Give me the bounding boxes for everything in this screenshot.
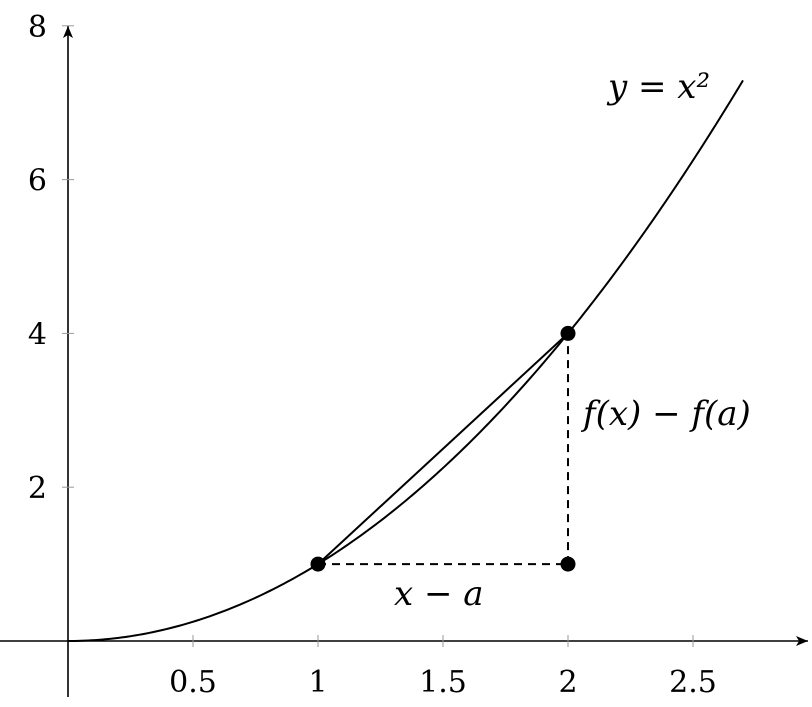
y-tick-label: 6 (28, 164, 47, 199)
curve-label: y = x² (606, 67, 710, 107)
x-tick-label: 2.5 (669, 665, 717, 700)
x-tick-label: 0.5 (169, 665, 217, 700)
y-tick-label: 8 (28, 10, 47, 45)
y-axis-arrow (63, 26, 73, 38)
plot-area (67, 79, 744, 642)
ticks (62, 25, 694, 647)
data-point (310, 556, 326, 572)
x-tick-label: 1 (308, 665, 327, 700)
tick-labels: 0.5 1 1.5 2 2.5 2 4 6 8 (28, 10, 717, 700)
y-tick-label: 4 (28, 317, 47, 352)
axes (0, 26, 808, 697)
curve-line (67, 79, 744, 642)
x-axis-arrow (796, 636, 808, 646)
secant-line (317, 332, 569, 565)
vertical-difference-label: f(x) − f(a) (580, 394, 751, 434)
y-tick-label: 2 (28, 471, 47, 506)
data-point (560, 325, 576, 341)
x-tick-label: 2 (558, 665, 577, 700)
data-point (560, 556, 576, 572)
annotations: y = x² f(x) − f(a) x − a (394, 67, 751, 614)
x-tick-label: 1.5 (419, 665, 467, 700)
horizontal-difference-label: x − a (394, 574, 484, 614)
